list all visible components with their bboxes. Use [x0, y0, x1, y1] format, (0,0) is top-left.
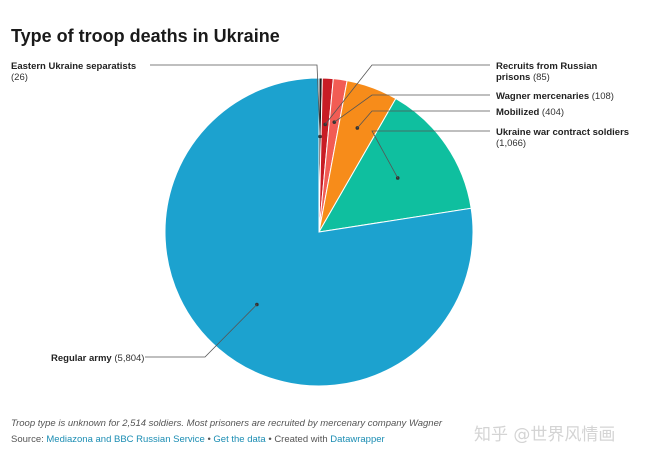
- label-leaders: [145, 64, 490, 358]
- leader-line-sep: [150, 64, 321, 137]
- slice-value-sep: (26): [11, 72, 28, 83]
- slice-labels: Eastern Ukraine separatists (26) Recruits …: [11, 61, 629, 364]
- slice-label-sep: Eastern Ukraine separatists (26): [11, 61, 136, 83]
- slice-value-mobilized: (404): [539, 107, 564, 118]
- leader-line-regular: [145, 304, 258, 358]
- slice-label-name-recruits: Recruits from Russian: [496, 61, 598, 72]
- slice-label-wagner: Wagner mercenaries (108): [496, 91, 614, 102]
- slice-label-name-wagner: Wagner mercenaries: [496, 91, 589, 102]
- slice-value-recruits: (85): [530, 72, 550, 83]
- leader-dot-sep: [318, 134, 322, 139]
- leader-line-mobilized: [357, 110, 490, 129]
- source-link-mediazona[interactable]: Mediazona and BBC Russian Service: [46, 434, 205, 445]
- chart-note: Troop type is unknown for 2,514 soldiers…: [11, 418, 443, 429]
- slice-label-name-sep: Eastern Ukraine separatists: [11, 61, 136, 72]
- chart-title: Type of troop deaths in Ukraine: [11, 26, 280, 46]
- pie-slices: [164, 77, 474, 387]
- leader-line-contract: [371, 130, 490, 179]
- source-separator: •: [204, 434, 214, 445]
- slice-value-regular: (5,804): [112, 353, 145, 364]
- slice-label-name-regular: Regular army: [51, 353, 112, 364]
- slice-label-name-contract: Ukraine war contract soldiers: [496, 127, 629, 138]
- leader-line-recruits: [324, 64, 490, 125]
- slice-value-contract: (1,066): [496, 138, 526, 149]
- slice-label-mobilized: Mobilized (404): [496, 107, 564, 118]
- created-with-text: • Created with: [265, 434, 331, 445]
- datawrapper-link[interactable]: Datawrapper: [330, 434, 385, 445]
- source-prefix: Source:: [11, 434, 47, 445]
- watermark: 知乎 @世界风情画: [474, 425, 616, 445]
- slice-label-contract: Ukraine war contract soldiers (1,066): [496, 127, 629, 149]
- slice-label-name-mobilized: Mobilized: [496, 107, 539, 118]
- source-line: Source: Mediazona and BBC Russian Servic…: [11, 434, 385, 445]
- slice-label-name2-recruits: prisons: [496, 72, 530, 83]
- leader-line-wagner: [334, 94, 490, 123]
- get-the-data-link[interactable]: Get the data: [213, 434, 266, 445]
- pie-slice-contract: [318, 97, 472, 233]
- slice-label-recruits: Recruits from Russian prisons (85): [496, 61, 598, 83]
- slice-label-regular: Regular army (5,804): [51, 353, 144, 364]
- slice-value-wagner: (108): [589, 91, 614, 102]
- pie-slice-regular: [164, 77, 474, 387]
